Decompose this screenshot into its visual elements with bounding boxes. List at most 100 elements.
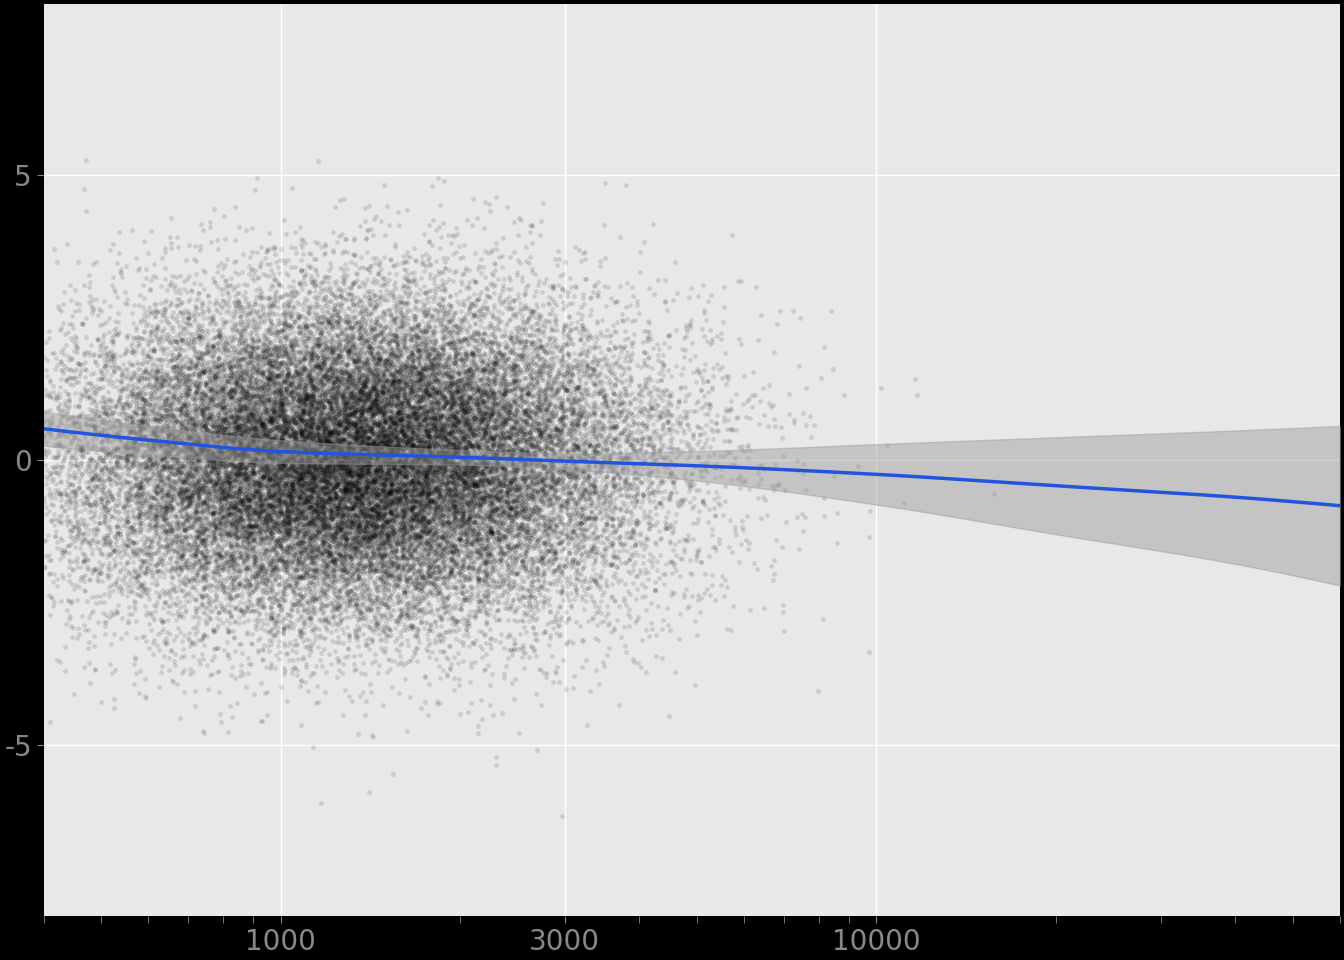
Point (277, 520, 298, 536)
Point (519, 217, 540, 232)
Point (288, 495, 309, 511)
Point (333, 382, 355, 397)
Point (352, 429, 374, 444)
Point (160, 441, 181, 456)
Point (524, 448, 546, 464)
Point (355, 418, 376, 433)
Point (411, 456, 433, 471)
Point (530, 452, 551, 468)
Point (253, 346, 274, 361)
Point (246, 440, 267, 455)
Point (214, 298, 235, 313)
Point (332, 374, 353, 390)
Point (507, 369, 528, 384)
Point (418, 490, 439, 505)
Point (468, 432, 489, 447)
Point (46, 437, 67, 452)
Point (383, 358, 405, 373)
Point (312, 518, 333, 534)
Point (207, 477, 228, 492)
Point (395, 435, 417, 450)
Point (101, 277, 122, 293)
Point (355, 423, 376, 439)
Point (429, 563, 450, 578)
Point (239, 577, 261, 592)
Point (214, 580, 235, 595)
Point (425, 435, 446, 450)
Point (267, 344, 289, 359)
Point (278, 464, 300, 479)
Point (194, 471, 215, 487)
Point (90, 565, 112, 581)
Point (190, 439, 211, 454)
Point (489, 423, 511, 439)
Point (359, 562, 380, 577)
Point (267, 339, 289, 354)
Point (327, 387, 348, 402)
Point (417, 474, 438, 490)
Point (355, 348, 376, 364)
Point (345, 289, 367, 304)
Point (301, 508, 323, 523)
Point (187, 373, 208, 389)
Point (351, 441, 372, 456)
Point (247, 423, 269, 439)
Point (151, 451, 172, 467)
Point (243, 437, 265, 452)
Point (282, 288, 304, 303)
Point (591, 564, 613, 579)
Point (450, 422, 472, 438)
Point (323, 427, 344, 443)
Point (720, 227, 742, 242)
Point (231, 586, 253, 601)
Point (238, 439, 259, 454)
Point (347, 383, 368, 398)
Point (567, 418, 589, 433)
Point (469, 638, 491, 654)
Point (224, 613, 246, 629)
Point (441, 434, 462, 449)
Point (335, 472, 356, 488)
Point (358, 418, 379, 433)
Point (192, 605, 214, 620)
Point (206, 472, 227, 488)
Point (457, 351, 478, 367)
Point (233, 447, 254, 463)
Point (487, 447, 508, 463)
Point (394, 485, 415, 500)
Point (478, 372, 500, 388)
Point (130, 412, 152, 427)
Point (257, 638, 278, 654)
Point (151, 340, 172, 355)
Point (403, 512, 425, 527)
Point (294, 392, 316, 407)
Point (547, 508, 569, 523)
Point (347, 572, 368, 588)
Point (263, 504, 285, 519)
Point (316, 530, 337, 545)
Point (394, 507, 415, 522)
Point (343, 455, 364, 470)
Point (301, 623, 323, 638)
Point (348, 393, 370, 408)
Point (355, 401, 376, 417)
Point (481, 523, 503, 539)
Point (347, 324, 368, 339)
Point (509, 462, 531, 477)
Point (325, 369, 347, 384)
Point (190, 477, 211, 492)
Point (398, 599, 419, 614)
Point (325, 393, 347, 408)
Point (219, 411, 241, 426)
Point (137, 412, 159, 427)
Point (367, 602, 388, 617)
Point (457, 592, 478, 608)
Point (442, 449, 464, 465)
Point (577, 485, 598, 500)
Point (618, 433, 640, 448)
Point (462, 478, 484, 493)
Point (439, 456, 461, 471)
Point (301, 475, 323, 491)
Point (507, 492, 528, 508)
Point (218, 489, 239, 504)
